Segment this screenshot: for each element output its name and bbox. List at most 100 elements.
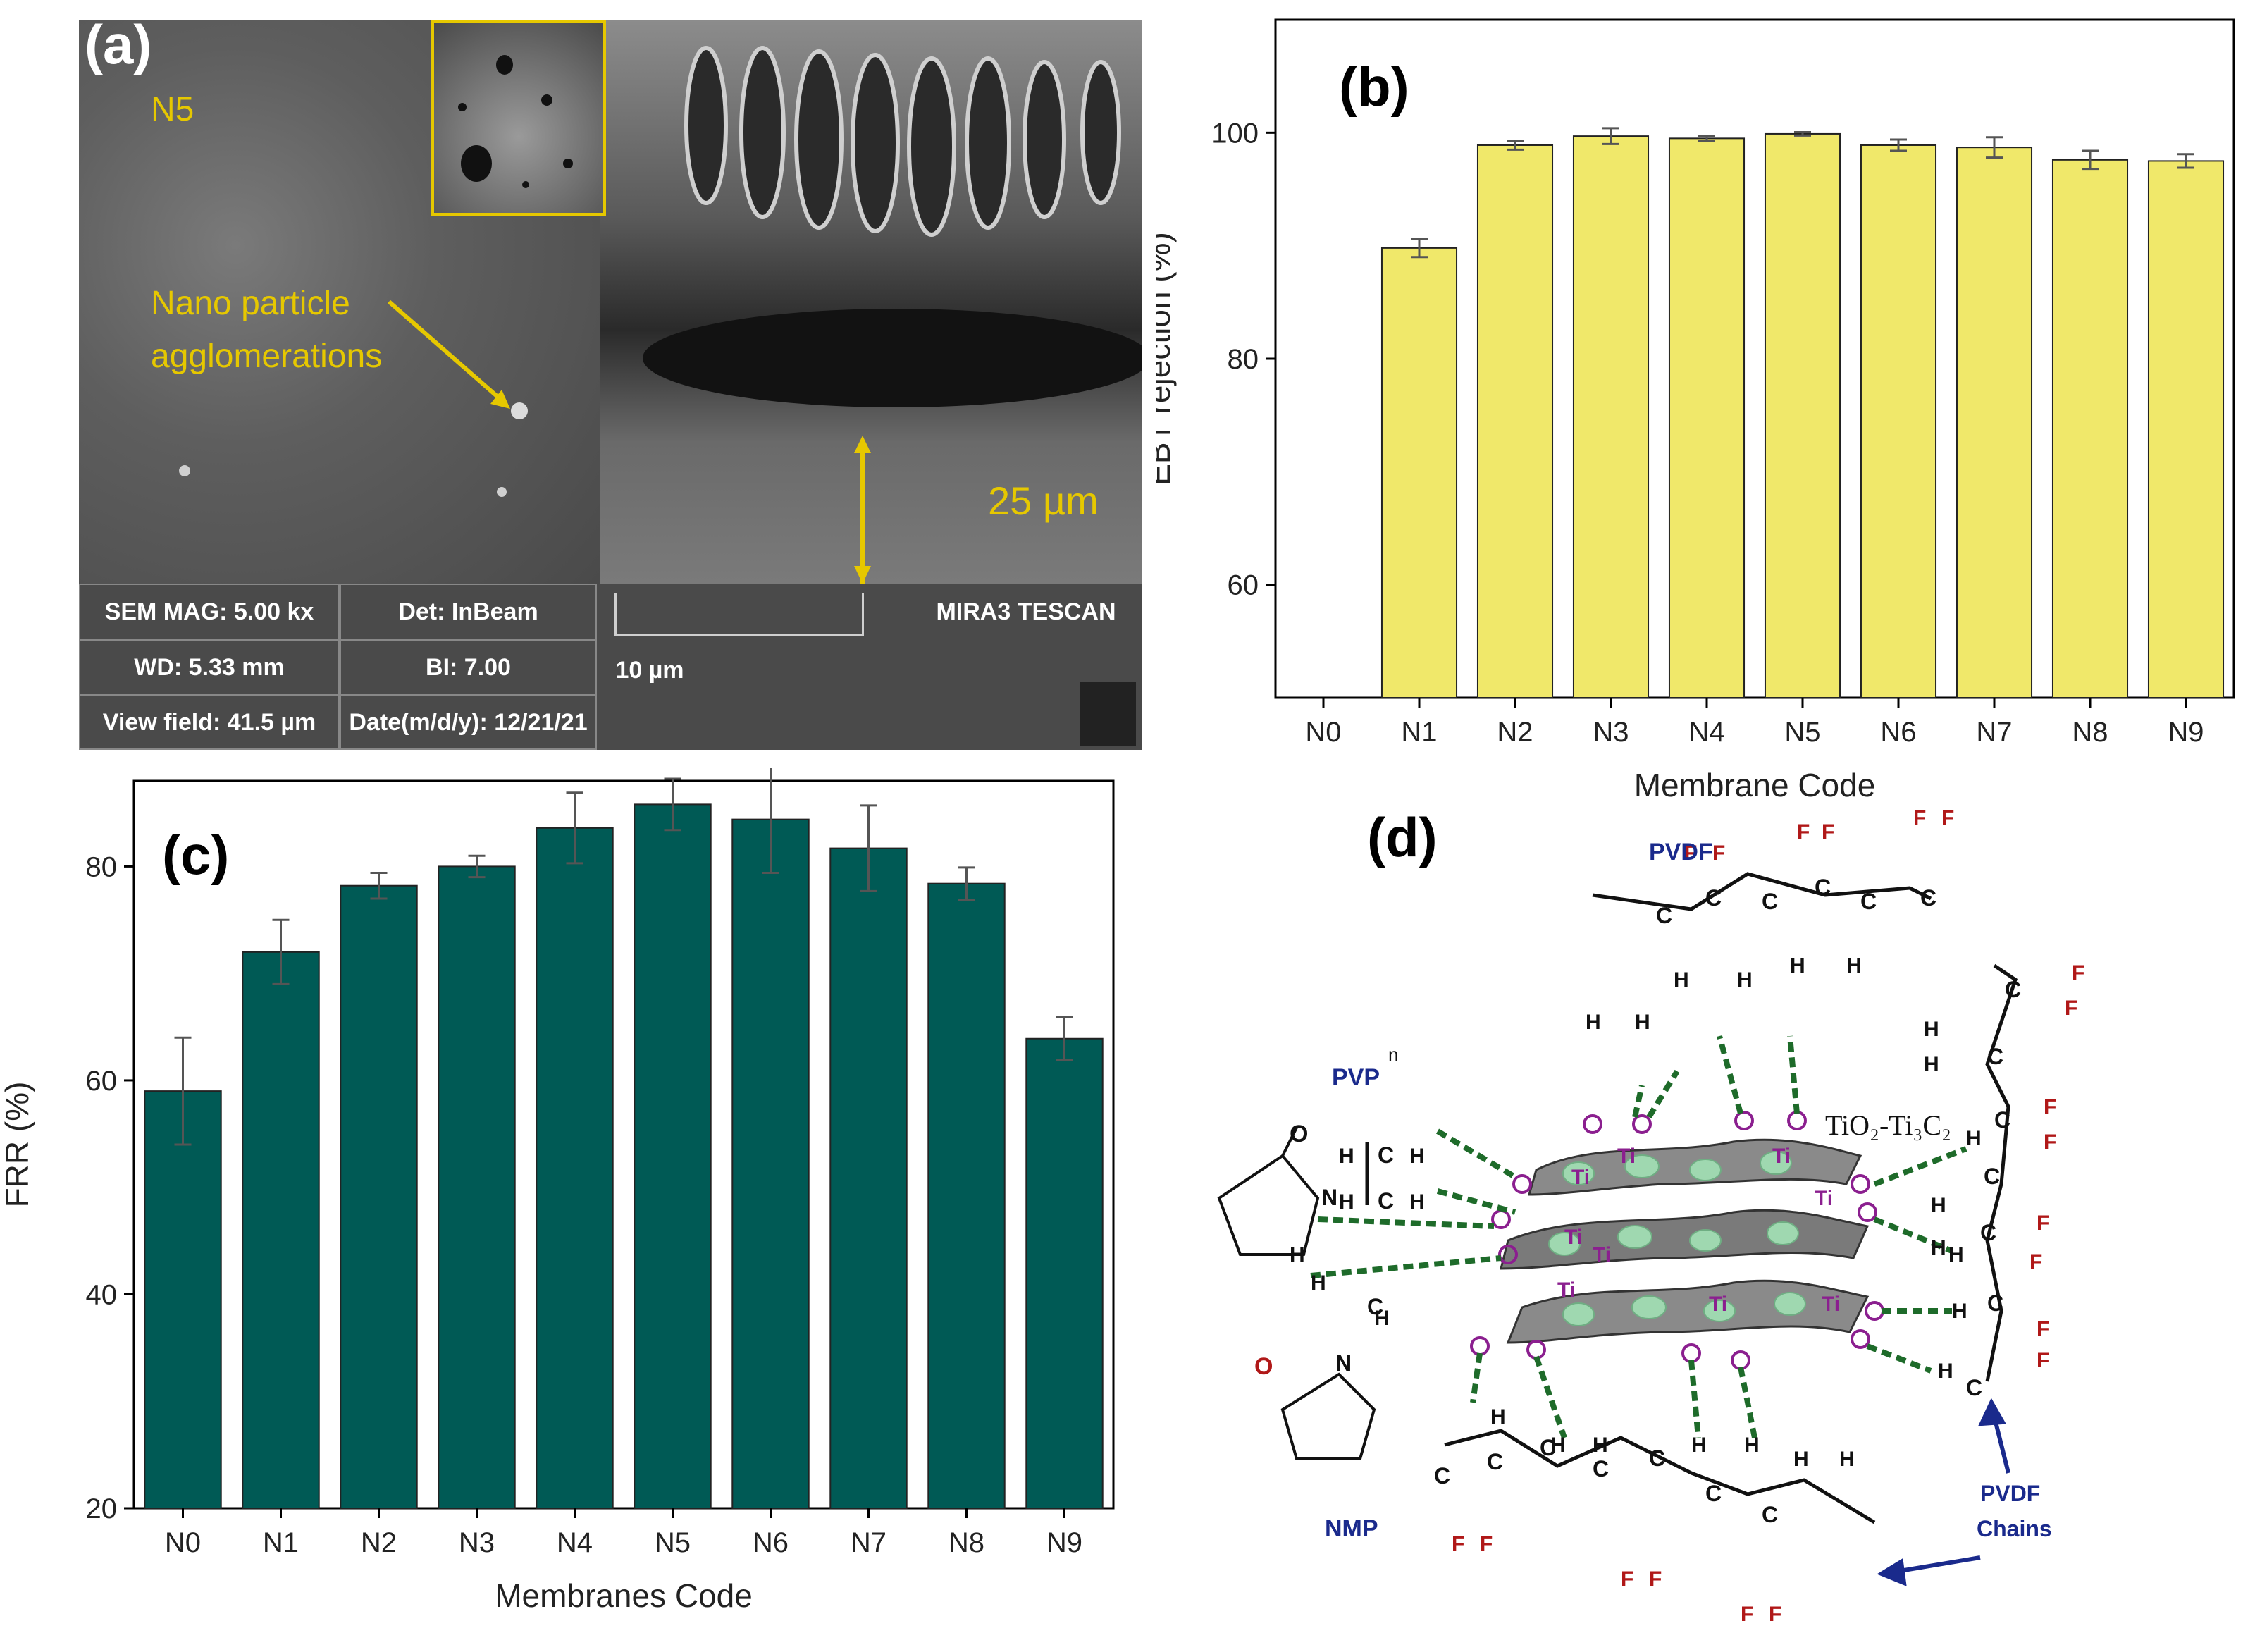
svg-text:H: H xyxy=(1409,1190,1425,1214)
panel-tag: (c) xyxy=(162,824,229,886)
polymer-backbones xyxy=(1365,872,2018,1524)
y-tick-label: 60 xyxy=(1228,570,1259,601)
bar xyxy=(1668,137,1746,699)
svg-text:Ti: Ti xyxy=(1617,1145,1636,1168)
x-tick-label: N3 xyxy=(1593,717,1629,748)
view-field: View field: 41.5 µm xyxy=(79,695,340,750)
svg-text:F: F xyxy=(2072,961,2084,985)
x-tick-label: N1 xyxy=(1401,717,1437,748)
x-tick-label: N8 xyxy=(949,1527,984,1558)
x-axis-label: Membranes Code xyxy=(495,1577,753,1614)
sem-inset-zoom xyxy=(431,20,606,216)
svg-text:N: N xyxy=(1335,1350,1352,1376)
svg-text:C: C xyxy=(1860,889,1877,914)
svg-text:F: F xyxy=(1941,806,1954,830)
x-tick-label: N0 xyxy=(1305,717,1341,748)
schematic-svg: TiO₂-Ti₃C₂ Ti Ti Ti Ti Ti Ti Ti Ti Ti xyxy=(1217,806,2084,1626)
svg-text:H: H xyxy=(1550,1434,1566,1457)
x-tick-label: N9 xyxy=(1046,1527,1082,1558)
annotation-line-2: agglomerations xyxy=(151,338,383,375)
x-axis-label: Membrane Code xyxy=(1634,767,1876,803)
svg-text:F: F xyxy=(1684,842,1697,865)
svg-text:H: H xyxy=(1635,1011,1650,1034)
mxene-sheets xyxy=(1500,1138,1870,1344)
chart-c-svg: 20 40 60 80 N0 N1 N2 N3 N4 N5 N6 N7 N8 N9 Membranes Co… xyxy=(0,768,1115,1614)
chart-b-svg: 60 80 100 N0 N1 N2 N3 N4 N5 N6 N7 N8 N9 Membrane Code… xyxy=(1156,18,2235,803)
svg-text:F: F xyxy=(1480,1532,1493,1555)
svg-text:F: F xyxy=(1621,1567,1633,1591)
svg-text:C: C xyxy=(1434,1463,1450,1488)
svg-text:C: C xyxy=(1593,1456,1609,1481)
annotation-arrow xyxy=(179,300,528,497)
bar xyxy=(536,827,614,1509)
svg-text:C: C xyxy=(1367,1294,1383,1319)
svg-text:C: C xyxy=(1705,1481,1722,1506)
svg-text:C: C xyxy=(1649,1446,1665,1471)
x-tick-label: N6 xyxy=(753,1527,789,1558)
svg-text:F: F xyxy=(2065,997,2077,1020)
svg-text:H: H xyxy=(1931,1236,1946,1259)
y-axis-label: EBT rejection (%) xyxy=(1156,232,1177,486)
svg-text:Ti: Ti xyxy=(1709,1293,1727,1316)
inset-pores xyxy=(458,55,573,188)
hydrogen-bonds xyxy=(1310,1035,1967,1439)
x-tick-label: N0 xyxy=(165,1527,201,1558)
svg-text:C: C xyxy=(1487,1449,1503,1474)
svg-text:C: C xyxy=(1815,875,1831,900)
svg-text:C: C xyxy=(1705,885,1722,911)
svg-text:F: F xyxy=(1769,1603,1781,1626)
svg-text:Ti: Ti xyxy=(1571,1166,1590,1189)
svg-text:C: C xyxy=(1656,903,1672,928)
svg-text:F: F xyxy=(2044,1130,2056,1154)
y-tick-label: 80 xyxy=(1228,344,1259,375)
annotation-line-1: Nano particle xyxy=(151,285,350,322)
bar xyxy=(2147,160,2225,698)
acquisition-date: Date(m/d/y): 12/21/21 xyxy=(340,695,597,750)
svg-text:C: C xyxy=(1378,1188,1394,1214)
sem-info-bar: SEM MAG: 5.00 kx Det: InBeam WD: 5.33 mm… xyxy=(79,584,1142,750)
svg-text:H: H xyxy=(1744,1434,1760,1457)
svg-text:H: H xyxy=(1793,1448,1809,1471)
bar xyxy=(927,882,1006,1510)
sem-mag: SEM MAG: 5.00 kx xyxy=(79,584,340,640)
svg-text:F: F xyxy=(1822,820,1834,844)
svg-text:C: C xyxy=(1984,1164,2000,1189)
svg-text:F: F xyxy=(2037,1212,2049,1235)
pvp-n-subscript: n xyxy=(1388,1044,1398,1065)
cross-section-pores xyxy=(643,46,1142,584)
panel-tag: (b) xyxy=(1339,56,1409,118)
scale-label: 10 µm xyxy=(615,656,684,684)
chain-arrows xyxy=(1877,1398,2010,1586)
y-tick-label: 100 xyxy=(1211,118,1259,149)
svg-text:C: C xyxy=(1980,1220,1996,1245)
y-axis-label: FRR (%) xyxy=(0,1082,35,1208)
scale-bar xyxy=(614,593,864,636)
svg-text:Ti: Ti xyxy=(1822,1293,1840,1316)
x-tick-label: N5 xyxy=(655,1527,691,1558)
hydrogen-labels: H HH HH H H HH HHH HHH HHH HHH HH H H HH H xyxy=(1290,954,1982,1471)
svg-text:H: H xyxy=(1311,1271,1326,1295)
svg-text:F: F xyxy=(1741,1603,1753,1626)
instrument-brand: MIRA3 TESCAN xyxy=(936,598,1116,625)
bar xyxy=(634,803,712,1509)
x-tick-label: N7 xyxy=(851,1527,886,1558)
bar xyxy=(1764,132,1841,699)
svg-text:C: C xyxy=(1540,1435,1556,1460)
svg-text:F: F xyxy=(1649,1567,1662,1591)
bar xyxy=(829,847,908,1510)
svg-text:H: H xyxy=(1737,968,1753,992)
svg-text:F: F xyxy=(2030,1250,2042,1274)
x-tick-label: N5 xyxy=(1784,717,1820,748)
svg-text:C: C xyxy=(1987,1044,2003,1069)
ring-structures xyxy=(1217,1127,1376,1460)
y-tick-label: 20 xyxy=(86,1493,118,1524)
svg-text:H: H xyxy=(1924,1018,1939,1041)
tio2-label: TiO₂-Ti₃C₂ xyxy=(1825,1109,1951,1141)
pvdf-chains-label-2: Chains xyxy=(1977,1516,2052,1541)
svg-text:C: C xyxy=(2005,977,2021,1002)
svg-text:F: F xyxy=(1452,1532,1464,1555)
svg-text:C: C xyxy=(1762,889,1778,914)
panel-a-tag: (a) xyxy=(85,20,152,75)
brand-logo xyxy=(1080,682,1136,746)
bar xyxy=(340,884,418,1509)
